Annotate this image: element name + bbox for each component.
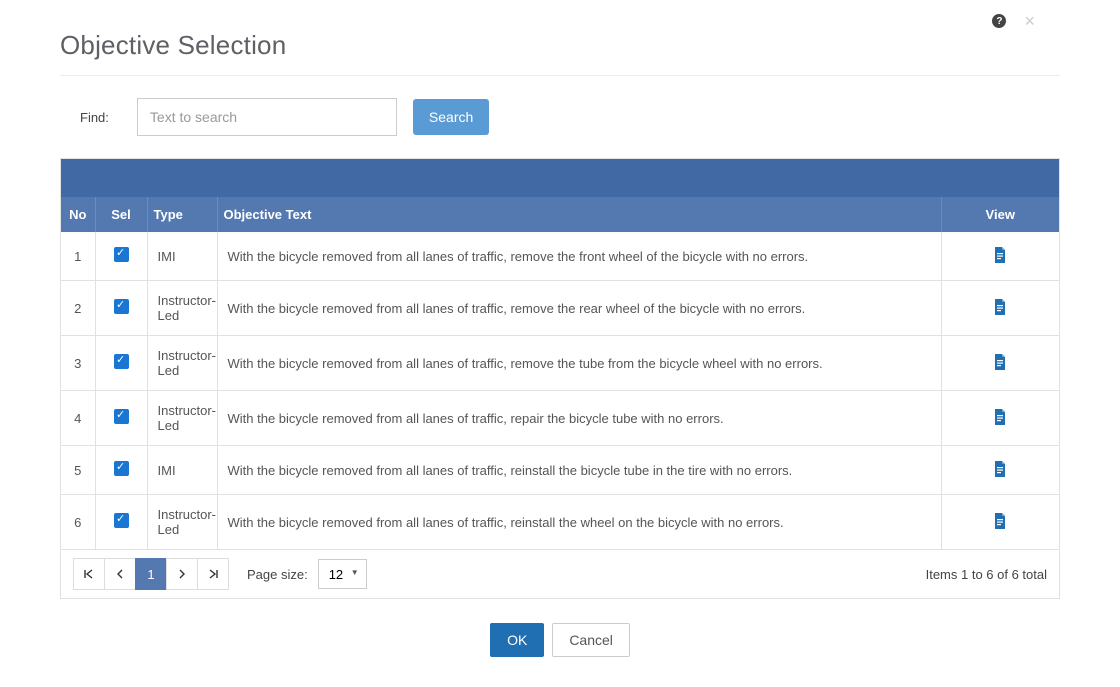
cell-no: 5 xyxy=(61,446,95,495)
document-icon[interactable] xyxy=(993,409,1007,425)
th-type: Type xyxy=(147,197,217,232)
page-size-label: Page size: xyxy=(247,567,308,582)
table-row: 6 Instructor-LedWith the bicycle removed … xyxy=(61,495,1059,550)
cell-objective: With the bicycle removed from all lanes … xyxy=(217,336,941,391)
search-button[interactable]: Search xyxy=(413,99,489,135)
dialog-title: Objective Selection xyxy=(60,30,1060,61)
th-objective: Objective Text xyxy=(217,197,941,232)
document-icon[interactable] xyxy=(993,299,1007,315)
cell-type: Instructor-Led xyxy=(147,391,217,446)
help-icon[interactable]: ? xyxy=(992,14,1006,28)
pager-buttons: 1 xyxy=(73,558,229,590)
cell-type: Instructor-Led xyxy=(147,495,217,550)
cell-type: IMI xyxy=(147,232,217,281)
cell-sel xyxy=(95,281,147,336)
find-label: Find: xyxy=(80,110,109,125)
cell-sel xyxy=(95,391,147,446)
search-input[interactable] xyxy=(137,98,397,136)
pager-page-current[interactable]: 1 xyxy=(135,558,167,590)
dialog: ? × Objective Selection Find: Search No … xyxy=(0,0,1120,687)
row-checkbox[interactable] xyxy=(114,461,129,476)
cell-objective: With the bicycle removed from all lanes … xyxy=(217,446,941,495)
search-row: Find: Search xyxy=(60,98,1060,136)
pager-last-icon[interactable] xyxy=(197,558,229,590)
pager-prev-icon[interactable] xyxy=(104,558,136,590)
cell-view xyxy=(941,232,1059,281)
th-no: No xyxy=(61,197,95,232)
table-row: 5 IMIWith the bicycle removed from all la… xyxy=(61,446,1059,495)
cell-view xyxy=(941,281,1059,336)
dialog-buttons: OK Cancel xyxy=(60,623,1060,657)
cell-objective: With the bicycle removed from all lanes … xyxy=(217,391,941,446)
table-row: 3 Instructor-LedWith the bicycle removed … xyxy=(61,336,1059,391)
cell-type: Instructor-Led xyxy=(147,336,217,391)
divider xyxy=(60,75,1060,76)
cell-no: 3 xyxy=(61,336,95,391)
cell-sel xyxy=(95,495,147,550)
dialog-top-controls: ? × xyxy=(992,12,1035,30)
cell-type: IMI xyxy=(147,446,217,495)
cancel-button[interactable]: Cancel xyxy=(552,623,630,657)
pager-first-icon[interactable] xyxy=(73,558,105,590)
cell-view xyxy=(941,391,1059,446)
cell-type: Instructor-Led xyxy=(147,281,217,336)
row-checkbox[interactable] xyxy=(114,247,129,262)
cell-sel xyxy=(95,232,147,281)
row-checkbox[interactable] xyxy=(114,354,129,369)
cell-view xyxy=(941,446,1059,495)
document-icon[interactable] xyxy=(993,247,1007,263)
ok-button[interactable]: OK xyxy=(490,623,544,657)
row-checkbox[interactable] xyxy=(114,513,129,528)
table-row: 1 IMIWith the bicycle removed from all la… xyxy=(61,232,1059,281)
document-icon[interactable] xyxy=(993,354,1007,370)
table-toolbar-bar xyxy=(61,159,1059,197)
th-view: View xyxy=(941,197,1059,232)
th-sel: Sel xyxy=(95,197,147,232)
document-icon[interactable] xyxy=(993,513,1007,529)
cell-no: 6 xyxy=(61,495,95,550)
pager-next-icon[interactable] xyxy=(166,558,198,590)
cell-no: 4 xyxy=(61,391,95,446)
table-header-row: No Sel Type Objective Text View xyxy=(61,197,1059,232)
cell-no: 1 xyxy=(61,232,95,281)
document-icon[interactable] xyxy=(993,461,1007,477)
pager-info: Items 1 to 6 of 6 total xyxy=(926,567,1047,582)
page-size-select[interactable]: 12 xyxy=(318,559,367,589)
cell-no: 2 xyxy=(61,281,95,336)
close-icon[interactable]: × xyxy=(1024,12,1035,30)
table-row: 4 Instructor-LedWith the bicycle removed … xyxy=(61,391,1059,446)
cell-objective: With the bicycle removed from all lanes … xyxy=(217,495,941,550)
cell-sel xyxy=(95,446,147,495)
cell-sel xyxy=(95,336,147,391)
table-row: 2 Instructor-LedWith the bicycle removed … xyxy=(61,281,1059,336)
cell-objective: With the bicycle removed from all lanes … xyxy=(217,232,941,281)
cell-view xyxy=(941,336,1059,391)
pager: 1 Page size: 12 Items 1 to 6 of 6 total xyxy=(61,550,1059,598)
cell-view xyxy=(941,495,1059,550)
table-container: No Sel Type Objective Text View 1IMIWith… xyxy=(60,158,1060,599)
cell-objective: With the bicycle removed from all lanes … xyxy=(217,281,941,336)
row-checkbox[interactable] xyxy=(114,409,129,424)
row-checkbox[interactable] xyxy=(114,299,129,314)
objectives-table: No Sel Type Objective Text View 1IMIWith… xyxy=(61,197,1059,550)
